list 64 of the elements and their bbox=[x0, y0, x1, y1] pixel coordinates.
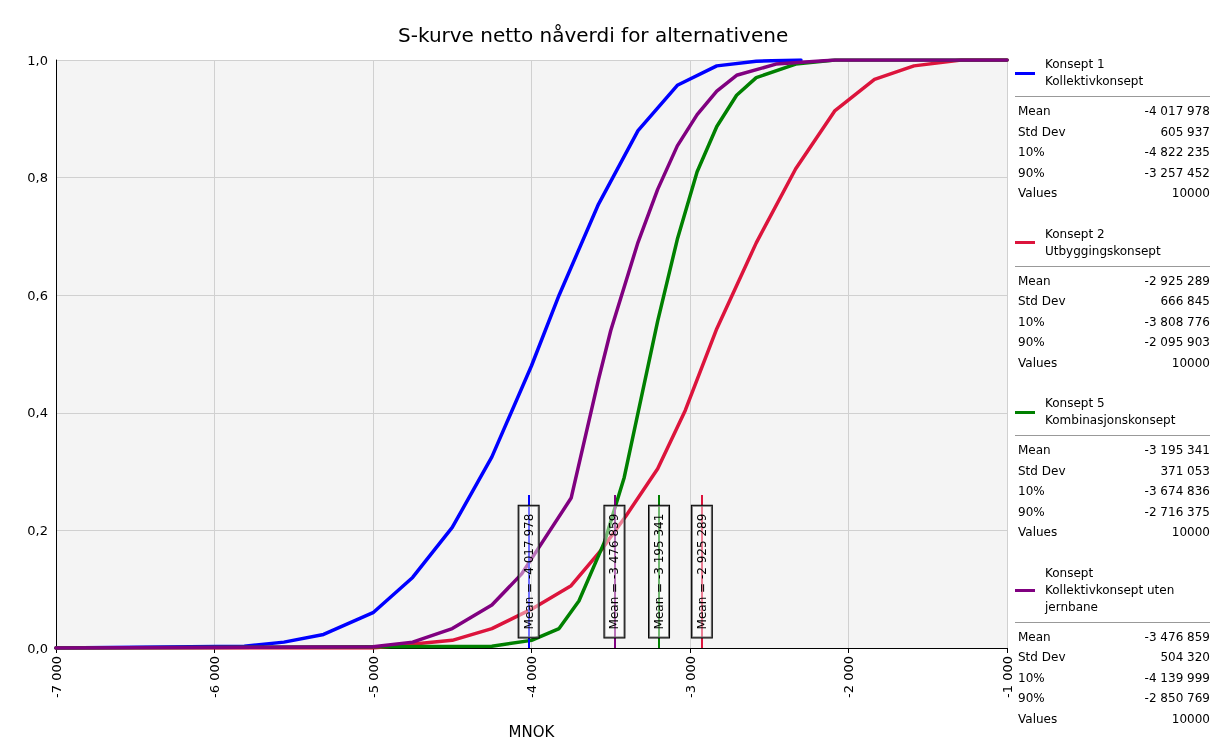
x-tick-label: -1 000 bbox=[999, 656, 1015, 698]
text: Std Dev bbox=[1018, 293, 1066, 310]
text: -3 257 452 bbox=[1144, 164, 1210, 182]
x-tick-label: -4 000 bbox=[524, 656, 539, 698]
text: 504 320 bbox=[1160, 649, 1210, 666]
text: 605 937 bbox=[1160, 123, 1210, 141]
text: 10000 bbox=[1171, 710, 1210, 728]
y-tick-label: 0,4 bbox=[27, 405, 48, 421]
ref-line-label: Mean = -3 195 341 bbox=[652, 513, 667, 630]
legend-label: Konsept 5 Kombinasjonskonsept bbox=[1045, 395, 1177, 429]
text: Std Dev bbox=[1018, 649, 1066, 666]
text: 371 053 bbox=[1160, 462, 1210, 480]
y-tick-label: 1,0 bbox=[27, 52, 48, 68]
chart-title: S-kurve netto nåverdi for alternativene bbox=[398, 23, 789, 47]
text: Std Dev bbox=[1018, 123, 1066, 141]
x-tick-label: -5 000 bbox=[365, 656, 381, 698]
ref-line-label: Mean = -3 476 859 bbox=[607, 513, 622, 630]
text: -3 195 341 bbox=[1144, 442, 1210, 459]
y-tick-label: 0,6 bbox=[27, 287, 48, 303]
text: 90% bbox=[1018, 334, 1045, 351]
y-tick-label: 0,2 bbox=[27, 522, 48, 538]
text: -4 139 999 bbox=[1144, 669, 1210, 687]
text: Mean bbox=[1018, 442, 1051, 459]
text: 90% bbox=[1018, 690, 1045, 707]
text: -3 674 836 bbox=[1144, 483, 1210, 500]
text: Mean bbox=[1018, 272, 1051, 290]
text: -2 716 375 bbox=[1144, 503, 1210, 521]
x-tick-label: -7 000 bbox=[48, 656, 64, 698]
text: Values bbox=[1018, 185, 1058, 202]
legend-label: Konsept 1 Kollektivkonsept bbox=[1045, 56, 1145, 90]
text: Mean bbox=[1018, 628, 1051, 646]
text: -2 095 903 bbox=[1144, 334, 1210, 351]
text: 10000 bbox=[1171, 524, 1210, 541]
legend-label: Konsept 2 Utbyggingskonsept bbox=[1045, 225, 1162, 260]
text: Values bbox=[1018, 354, 1058, 372]
text: 666 845 bbox=[1160, 293, 1210, 310]
text: 90% bbox=[1018, 164, 1045, 182]
text: -2 925 289 bbox=[1144, 272, 1210, 290]
text: -4 822 235 bbox=[1144, 144, 1210, 161]
y-tick-label: 0,8 bbox=[27, 170, 48, 186]
text: 90% bbox=[1018, 503, 1045, 521]
x-tick-label: -3 000 bbox=[682, 656, 698, 698]
text: 10% bbox=[1018, 669, 1045, 687]
y-tick-label: 0,0 bbox=[27, 640, 48, 656]
legend-label: Konsept Kollektivkonsept uten jernbane bbox=[1045, 564, 1176, 616]
line-series bbox=[54, 58, 1009, 650]
text: Std Dev bbox=[1018, 462, 1066, 480]
text: Mean bbox=[1018, 103, 1051, 120]
x-axis-title: MNOK bbox=[508, 722, 556, 741]
text: 10% bbox=[1018, 313, 1045, 331]
text: 10% bbox=[1018, 144, 1045, 161]
text: -3 476 859 bbox=[1144, 628, 1210, 646]
ref-line-label: Mean = -2 925 289 bbox=[694, 513, 709, 630]
text: Values bbox=[1018, 710, 1058, 728]
x-tick-label: -2 000 bbox=[841, 656, 856, 698]
text: 10% bbox=[1018, 483, 1045, 500]
text: -3 808 776 bbox=[1144, 313, 1210, 331]
text: 10000 bbox=[1171, 185, 1210, 202]
text: -4 017 978 bbox=[1144, 103, 1210, 120]
x-tick-label: -6 000 bbox=[207, 656, 222, 698]
text: -2 850 769 bbox=[1144, 690, 1210, 707]
text: 10000 bbox=[1171, 354, 1210, 372]
text: Values bbox=[1018, 524, 1058, 541]
ref-line-label: Mean = -4 017 978 bbox=[521, 513, 536, 630]
